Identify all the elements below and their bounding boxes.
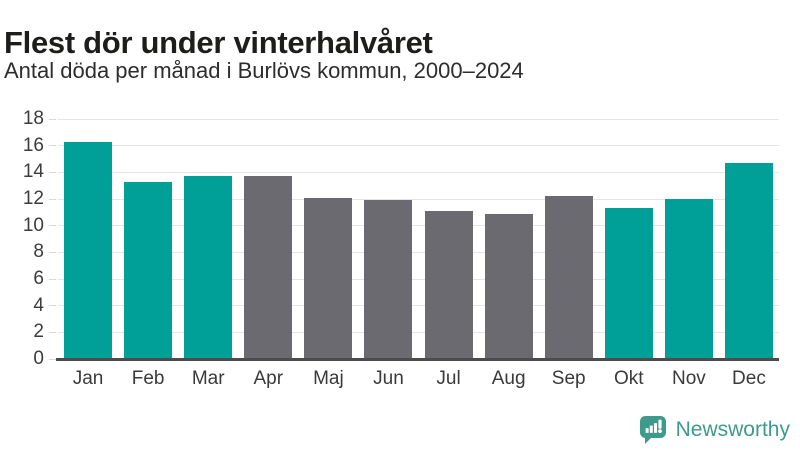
gridline bbox=[58, 251, 779, 253]
y-tick bbox=[49, 305, 56, 307]
gridline bbox=[58, 118, 779, 120]
bar-jul bbox=[424, 211, 473, 359]
chart-subtitle: Antal döda per månad i Burlövs kommun, 2… bbox=[4, 58, 524, 83]
gridline bbox=[58, 305, 779, 307]
bar-apr bbox=[244, 176, 293, 359]
y-axis-label: 12 bbox=[22, 188, 44, 209]
bar-feb bbox=[124, 181, 173, 359]
x-axis-label: Maj bbox=[313, 368, 344, 389]
y-tick bbox=[49, 118, 56, 120]
y-tick bbox=[49, 198, 56, 200]
y-tick bbox=[49, 358, 56, 360]
y-axis-label: 6 bbox=[33, 268, 44, 289]
gridline bbox=[58, 198, 779, 200]
x-axis-label: Okt bbox=[614, 368, 644, 389]
y-axis-label: 10 bbox=[22, 214, 44, 236]
y-tick bbox=[49, 171, 56, 173]
bar-dec bbox=[724, 163, 773, 359]
plot-area bbox=[58, 118, 779, 359]
x-axis-label: Feb bbox=[131, 368, 165, 389]
x-axis-label: Sep bbox=[551, 368, 586, 389]
x-axis-label: Jun bbox=[373, 368, 404, 389]
y-axis-label: 16 bbox=[22, 134, 44, 156]
x-axis-label: Mar bbox=[191, 368, 225, 389]
y-axis-label: 18 bbox=[22, 108, 44, 129]
y-tick bbox=[49, 225, 56, 227]
gridline bbox=[58, 145, 779, 147]
y-axis-label: 8 bbox=[33, 241, 44, 263]
bar-mar bbox=[184, 176, 233, 359]
page-title: Flest dör under vinterhalvåret bbox=[4, 24, 433, 60]
y-axis-label: 4 bbox=[33, 294, 44, 316]
x-axis-label: Jan bbox=[72, 368, 104, 389]
x-axis-line bbox=[56, 358, 779, 361]
bar-nov bbox=[664, 199, 713, 359]
x-axis-label: Jul bbox=[436, 368, 461, 389]
bar-maj bbox=[304, 197, 353, 359]
bar-aug bbox=[484, 213, 533, 359]
y-tick bbox=[49, 278, 56, 280]
gridline bbox=[58, 225, 779, 227]
bar-sep bbox=[544, 196, 593, 359]
newsworthy-logo-icon bbox=[639, 416, 666, 444]
x-axis-label: Apr bbox=[253, 368, 284, 389]
newsworthy-branding: Newsworthy bbox=[639, 415, 790, 444]
gridline bbox=[58, 171, 779, 173]
bar-okt bbox=[604, 208, 653, 359]
gridline bbox=[58, 278, 779, 280]
brand-name: Newsworthy bbox=[675, 417, 790, 441]
bar-jan bbox=[64, 141, 113, 359]
y-axis-label: 2 bbox=[33, 321, 44, 343]
y-axis-label: 0 bbox=[33, 348, 44, 369]
x-axis-label: Aug bbox=[491, 368, 526, 389]
x-axis-label: Dec bbox=[732, 368, 766, 389]
gridline bbox=[58, 331, 779, 333]
y-axis-label: 14 bbox=[22, 161, 44, 183]
y-tick bbox=[49, 251, 56, 253]
x-axis-label: Nov bbox=[671, 368, 706, 389]
y-tick bbox=[49, 145, 56, 147]
y-tick bbox=[49, 331, 56, 333]
bar-jun bbox=[364, 200, 413, 359]
